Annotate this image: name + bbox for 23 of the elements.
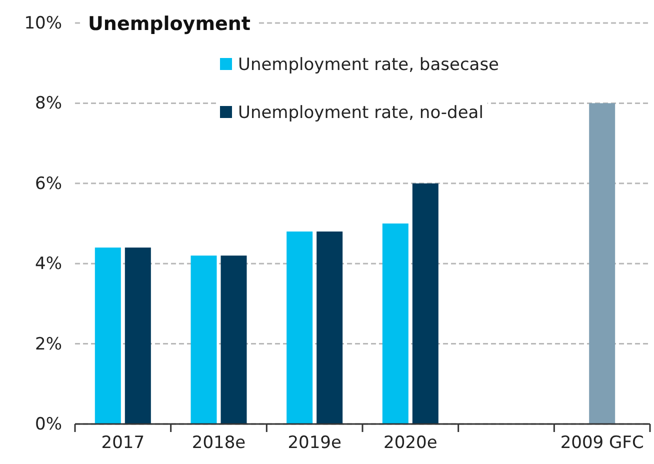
x-tick-label: 2019e — [288, 433, 342, 454]
bar — [589, 103, 616, 424]
y-tick-label: 4% — [35, 254, 62, 274]
bar — [286, 232, 313, 424]
bar — [190, 256, 217, 424]
y-tick-label: 0% — [35, 414, 62, 434]
x-tick-label: 2020e — [384, 433, 438, 454]
y-tick-label: 6% — [35, 174, 62, 194]
bar — [220, 256, 247, 424]
legend-label: Unemployment rate, basecase — [238, 55, 500, 75]
legend-label: Unemployment rate, no-deal — [238, 103, 484, 123]
y-tick-label: 2% — [35, 334, 62, 354]
bar — [382, 224, 408, 424]
chart-title: Unemployment — [88, 13, 250, 35]
bar — [316, 232, 343, 424]
x-tick-label: 2017 — [101, 433, 145, 454]
bar — [412, 183, 438, 424]
x-tick-label: 2018e — [192, 433, 246, 454]
y-tick-label: 8% — [35, 94, 62, 114]
bar — [124, 248, 151, 424]
bar — [94, 248, 121, 424]
x-tick-label: 2009 GFC — [560, 433, 644, 454]
y-tick-label: 10% — [24, 13, 62, 34]
